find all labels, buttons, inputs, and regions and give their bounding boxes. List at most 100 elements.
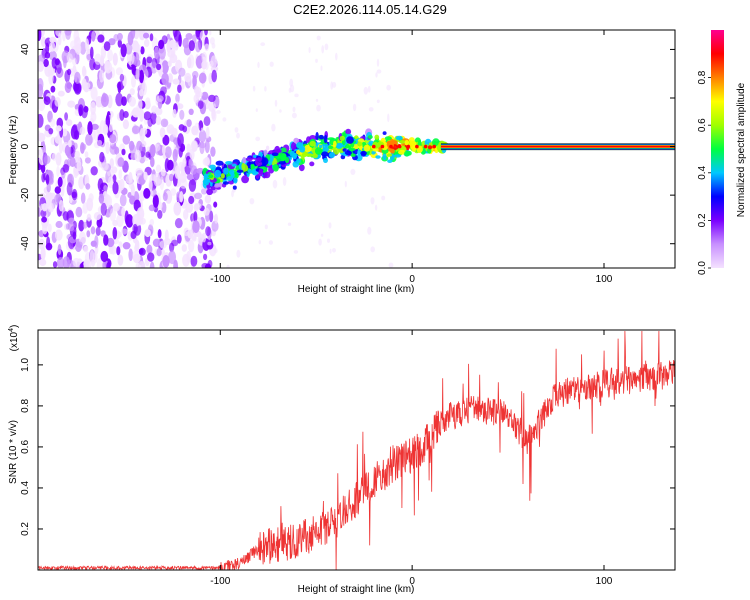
noise-blob bbox=[144, 229, 151, 238]
noise-speck bbox=[370, 246, 376, 253]
noise-blob bbox=[102, 92, 107, 100]
noise-blob bbox=[40, 36, 47, 47]
noise-blob bbox=[203, 207, 210, 216]
noise-blob bbox=[57, 176, 63, 188]
ridge-blob bbox=[394, 154, 402, 158]
ridge-blob bbox=[387, 159, 393, 163]
noise-blob bbox=[107, 176, 114, 189]
ridge-blob bbox=[256, 157, 263, 163]
noise-blob bbox=[43, 155, 51, 165]
noise-blob bbox=[184, 72, 192, 83]
ridge-blob bbox=[409, 140, 417, 149]
noise-blob bbox=[139, 108, 144, 122]
ridge-blob bbox=[215, 160, 224, 166]
y-tick-label: 0.8 bbox=[20, 399, 31, 413]
noise-blob bbox=[118, 241, 123, 249]
snr-y-ticks: 0.2 0.4 0.6 0.8 1.0 bbox=[20, 357, 675, 536]
noise-blob bbox=[152, 194, 159, 208]
colorbar-tick-label: 0.0 bbox=[697, 261, 708, 275]
noise-blob bbox=[54, 97, 61, 107]
noise-blob bbox=[179, 109, 185, 120]
noise-blob bbox=[49, 41, 56, 52]
noise-blob bbox=[90, 101, 96, 116]
noise-speck bbox=[200, 127, 204, 132]
noise-blob bbox=[213, 201, 218, 208]
noise-blob bbox=[72, 57, 77, 66]
noise-blob bbox=[103, 41, 111, 52]
colorbar-gradient bbox=[711, 30, 724, 268]
noise-blob bbox=[96, 218, 103, 228]
noise-blob bbox=[85, 133, 93, 146]
noise-blob bbox=[188, 178, 197, 192]
noise-blob bbox=[208, 94, 216, 103]
noise-blob bbox=[54, 229, 63, 241]
noise-blob bbox=[84, 151, 89, 158]
noise-blob bbox=[128, 140, 135, 151]
noise-blob bbox=[50, 85, 56, 93]
noise-blob bbox=[120, 43, 127, 58]
noise-blob bbox=[134, 59, 141, 67]
noise-blob bbox=[121, 228, 128, 235]
noise-blob bbox=[122, 242, 131, 250]
noise-speck bbox=[328, 222, 332, 229]
noise-blob bbox=[42, 143, 46, 155]
ridge-blob bbox=[204, 181, 209, 186]
noise-blob bbox=[186, 173, 194, 181]
noise-blob bbox=[149, 261, 155, 268]
noise-blob bbox=[172, 78, 180, 85]
noise-blob bbox=[183, 209, 189, 221]
noise-blob bbox=[97, 139, 103, 147]
noise-blob bbox=[119, 178, 125, 191]
noise-blob bbox=[188, 239, 195, 253]
ridge-blob bbox=[328, 145, 334, 150]
noise-blob bbox=[97, 34, 105, 43]
noise-blob bbox=[161, 72, 169, 86]
noise-blob bbox=[136, 207, 145, 221]
noise-blob bbox=[143, 188, 151, 199]
noise-blob bbox=[66, 182, 73, 196]
noise-blob bbox=[153, 172, 161, 187]
noise-blob bbox=[194, 192, 203, 200]
noise-speck bbox=[375, 72, 378, 78]
noise-blob bbox=[55, 30, 63, 37]
ridge-blob bbox=[395, 135, 403, 141]
noise-blob bbox=[100, 202, 107, 216]
noise-blob bbox=[130, 184, 135, 198]
noise-blob bbox=[171, 239, 179, 247]
noise-blob bbox=[78, 104, 84, 116]
noise-blob bbox=[157, 209, 163, 219]
noise-speck bbox=[255, 108, 258, 112]
noise-blob bbox=[119, 194, 127, 207]
noise-blob bbox=[156, 63, 162, 71]
noise-blob bbox=[83, 245, 89, 253]
noise-blob bbox=[132, 223, 138, 234]
y-tick-label: 1.0 bbox=[20, 357, 31, 371]
y-tick-label: 40 bbox=[20, 43, 31, 55]
ridge-blob bbox=[290, 142, 297, 151]
noise-blob bbox=[67, 100, 76, 108]
noise-blob bbox=[139, 69, 144, 84]
noise-blob bbox=[86, 213, 92, 222]
noise-blob bbox=[56, 165, 60, 177]
noise-blob bbox=[116, 246, 121, 256]
noise-blob bbox=[145, 97, 151, 108]
noise-blob bbox=[79, 41, 87, 55]
noise-speck bbox=[376, 58, 380, 67]
noise-blob bbox=[106, 261, 111, 268]
noise-blob bbox=[139, 127, 145, 142]
noise-speck bbox=[344, 180, 347, 188]
noise-blob bbox=[55, 152, 62, 166]
ridge-blob bbox=[318, 134, 324, 140]
snr-y-label: SNR (10 * v/v) bbox=[8, 420, 19, 484]
noise-blob bbox=[160, 86, 167, 95]
noise-blob bbox=[97, 178, 104, 192]
noise-blob bbox=[152, 238, 161, 247]
spectrogram-y-ticks: 40 20 0 -20 -40 bbox=[20, 43, 675, 251]
colorbar-label: Normalized spectral amplitude bbox=[736, 82, 747, 217]
noise-blob bbox=[138, 30, 146, 41]
noise-blob bbox=[112, 52, 118, 66]
noise-blob bbox=[126, 51, 135, 66]
noise-blob bbox=[168, 173, 174, 182]
ridge-blob bbox=[375, 155, 381, 159]
noise-blob bbox=[205, 226, 211, 237]
